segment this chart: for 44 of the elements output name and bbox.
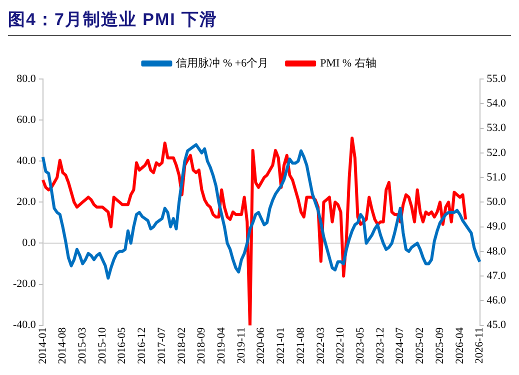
x-tick-label: 2023-12 xyxy=(374,327,386,364)
y-tick-label: -40.0 xyxy=(12,319,36,332)
y2-tick-label: 51.0 xyxy=(486,171,506,184)
y2-tick-label: 48.0 xyxy=(486,245,506,258)
x-tick-label: 2021-08 xyxy=(294,326,307,364)
y2-tick-label: 49.0 xyxy=(486,220,506,233)
x-tick-label: 2023-05 xyxy=(354,326,367,364)
x-tick-label: 2026-04 xyxy=(454,326,466,364)
y2-tick-label: 54.0 xyxy=(486,98,506,110)
x-tick-label: 2014-01 xyxy=(36,327,49,364)
y2-tick-label: 50.0 xyxy=(486,196,506,208)
y-tick-label: -20.0 xyxy=(12,278,36,290)
x-tick-label: 2020-06 xyxy=(255,326,268,364)
y2-tick-label: 53.0 xyxy=(486,122,506,134)
y2-tick-label: 52.0 xyxy=(486,146,506,159)
legend-label: PMI % 右轴 xyxy=(320,56,376,70)
x-tick-label: 2026-11 xyxy=(474,327,486,364)
x-tick-label: 2019-04 xyxy=(216,326,228,364)
x-tick-label: 2015-10 xyxy=(96,326,108,364)
y-tick-label: 40.0 xyxy=(16,155,36,168)
chart-title: 图4：7月制造业 PMI 下滑 xyxy=(8,8,511,36)
x-tick-label: 2018-02 xyxy=(176,327,188,364)
y-tick-label: 80.0 xyxy=(16,72,36,85)
legend-label: 信用脉冲 % +6个月 xyxy=(176,56,269,70)
x-tick-label: 2017-07 xyxy=(156,326,168,364)
y-tick-label: 60.0 xyxy=(16,114,36,126)
x-tick-label: 2018-09 xyxy=(196,326,208,364)
y2-tick-label: 46.0 xyxy=(486,294,506,307)
y-tick-label: 20.0 xyxy=(16,196,36,208)
x-tick-label: 2022-10 xyxy=(334,326,347,364)
x-tick-label: 2024-07 xyxy=(394,326,406,364)
x-tick-label: 2016-05 xyxy=(116,326,128,364)
x-tick-label: 2025-02 xyxy=(414,327,426,364)
x-tick-label: 2014-08 xyxy=(56,326,69,364)
y2-tick-label: 55.0 xyxy=(486,72,506,85)
x-tick-label: 2019-11 xyxy=(235,327,248,364)
x-tick-label: 2015-03 xyxy=(76,326,89,364)
x-tick-label: 2016-12 xyxy=(136,327,148,364)
y2-tick-label: 47.0 xyxy=(486,270,506,282)
x-tick-label: 2025-09 xyxy=(434,326,446,364)
y2-tick-label: 45.0 xyxy=(486,319,506,332)
y-tick-label: 0.0 xyxy=(22,237,36,250)
x-tick-label: 2022-03 xyxy=(314,326,327,364)
x-tick-label: 2021-01 xyxy=(275,327,288,364)
